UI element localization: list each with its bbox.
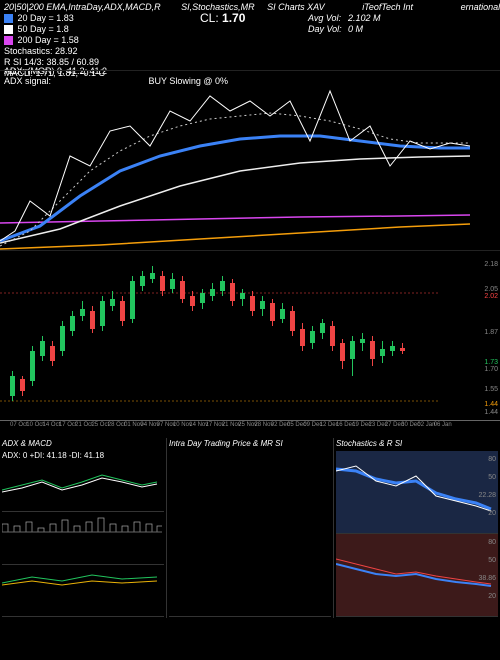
dayvol-value: 0 M bbox=[348, 24, 363, 35]
price-axis-label: 2.18 bbox=[484, 261, 498, 268]
chart-header: 20|50|200 EMA,IntraDay,ADX,MACD,R SI,Sto… bbox=[0, 0, 500, 70]
indicator-chart bbox=[0, 70, 500, 250]
stoch-y-label: 50 bbox=[488, 474, 496, 481]
date-tick: 25 Oct bbox=[91, 422, 109, 428]
date-axis: 07 Oct10 Oct14 Oct17 Oct21 Oct25 Oct28 O… bbox=[0, 420, 500, 438]
ema200-label: 200 Day = 1.58 bbox=[18, 35, 79, 45]
rsi-y-label: 50 bbox=[488, 557, 496, 564]
date-tick: 06 Jan bbox=[434, 422, 452, 428]
header-indicators: 20|50|200 EMA,IntraDay,ADX,MACD,R bbox=[4, 2, 161, 12]
header-ind3: SI Charts XAV bbox=[267, 2, 325, 12]
rsi-y-label: 20 bbox=[488, 593, 496, 600]
ema20-swatch bbox=[4, 14, 13, 23]
stoch-y-label: 20 bbox=[488, 510, 496, 517]
ema200-swatch bbox=[4, 36, 13, 45]
cl-value: 1.70 bbox=[222, 11, 245, 25]
dayvol-label: Day Vol: bbox=[308, 24, 342, 35]
price-axis-label: 1.70 bbox=[484, 366, 498, 373]
stoch-y-label: 80 bbox=[488, 456, 496, 463]
price-axis-label: 1.44 bbox=[484, 401, 498, 408]
ema50-swatch bbox=[4, 25, 13, 34]
date-tick: 10 Oct bbox=[26, 422, 44, 428]
date-tick: 17 Oct bbox=[59, 422, 77, 428]
stoch-y-label: 22.28 bbox=[478, 492, 496, 499]
intraday-panel: Intra Day Trading Price & MR SI bbox=[167, 438, 334, 618]
adx-macd-panel: ADX & MACD ADX: 0 +DI: 41.18 -DI: 41.18 bbox=[0, 438, 167, 618]
intraday-title: Intra Day Trading Price & MR SI bbox=[169, 439, 331, 451]
date-tick: 07 Oct bbox=[10, 422, 28, 428]
header-ticker: iTeofTech Int bbox=[362, 2, 413, 12]
price-axis-label: 1.44 bbox=[484, 409, 498, 416]
adx-title: ADX & MACD bbox=[2, 439, 164, 451]
rsi-y-label: 80 bbox=[488, 539, 496, 546]
cl-label: CL: bbox=[200, 11, 219, 25]
price-axis-label: 2.02 bbox=[484, 293, 498, 300]
price-axis-label: 1.55 bbox=[484, 386, 498, 393]
price-axis-label: 1.87 bbox=[484, 329, 498, 336]
date-tick: 21 Oct bbox=[75, 422, 93, 428]
bottom-panels: ADX & MACD ADX: 0 +DI: 41.18 -DI: 41.18 … bbox=[0, 438, 500, 618]
stoch-label: Stochastics: 28.92 bbox=[4, 46, 78, 56]
header-site: ernational Ltd.| MunafaSutra.com bbox=[461, 2, 500, 12]
avgvol-label: Avg Vol: bbox=[308, 13, 341, 24]
ema50-label: 50 Day = 1.8 bbox=[18, 24, 69, 34]
adx-subtitle: ADX: 0 +DI: 41.18 -DI: 41.18 bbox=[2, 451, 164, 460]
rsi-y-label: 38.86 bbox=[478, 575, 496, 582]
avgvol-value: 2.102 M bbox=[348, 13, 381, 24]
ema20-label: 20 Day = 1.83 bbox=[18, 13, 74, 23]
price-axis-label: 2.05 bbox=[484, 286, 498, 293]
stoch-panel: Stochastics & R SI 80 50 22.28 20 80 50 38.86… bbox=[334, 438, 500, 618]
date-tick: 14 Oct bbox=[43, 422, 61, 428]
price-chart: 2.18 2.052.02 1.87 1.731.70 1.55 1.441.44 bbox=[0, 250, 500, 420]
stoch-title: Stochastics & R SI bbox=[336, 439, 498, 451]
date-tick: 28 Oct bbox=[108, 422, 126, 428]
price-axis-label: 1.73 bbox=[484, 359, 498, 366]
